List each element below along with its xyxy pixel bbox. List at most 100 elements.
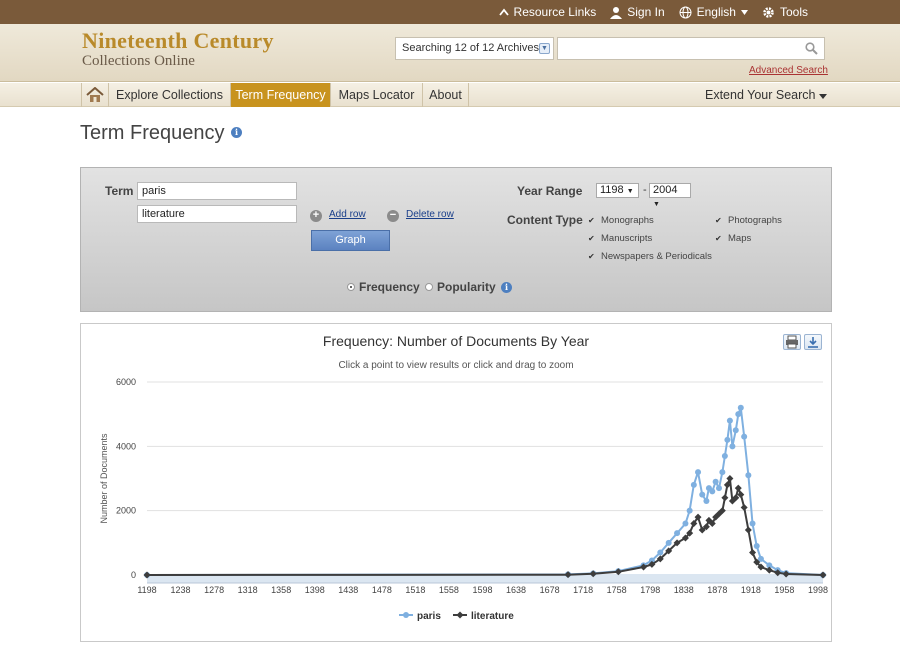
- nav-maps-locator[interactable]: Maps Locator: [331, 83, 423, 107]
- data-point-paris: [690, 481, 697, 488]
- y-tick-label: 6000: [116, 377, 136, 387]
- checkbox-maps[interactable]: ✔ Maps: [715, 233, 751, 244]
- radio-popularity[interactable]: Popularity: [425, 280, 496, 294]
- check-icon: ✔: [588, 216, 595, 225]
- nav-term-frequency[interactable]: Term Frequency: [231, 83, 331, 107]
- series-line-literature: [146, 478, 824, 576]
- tools-menu[interactable]: Tools: [762, 5, 808, 19]
- x-tick-label: 1518: [405, 585, 425, 595]
- x-tick-label: 1838: [674, 585, 694, 595]
- sign-in-link[interactable]: Sign In: [610, 5, 665, 19]
- nav-about[interactable]: About: [423, 83, 469, 107]
- archive-select[interactable]: Searching 12 of 12 Archives ▼: [395, 37, 554, 60]
- add-row-link[interactable]: Add row: [329, 209, 366, 220]
- advanced-search-link[interactable]: Advanced Search: [749, 65, 828, 76]
- series-line-paris: [146, 407, 824, 576]
- home-icon: [86, 87, 104, 102]
- info-icon[interactable]: i: [501, 282, 512, 293]
- resource-links-link[interactable]: Resource Links: [498, 5, 597, 19]
- term-label: Term: [105, 184, 134, 198]
- chart-title: Frequency: Number of Documents By Year: [323, 333, 589, 349]
- year-to-value: 2004: [653, 184, 678, 196]
- x-tick-label: 1918: [741, 585, 761, 595]
- radio-dot: [425, 283, 433, 291]
- resource-links-label: Resource Links: [513, 5, 597, 19]
- data-point-literature: [698, 526, 706, 534]
- data-point-paris: [695, 469, 702, 476]
- printer-icon: [786, 335, 798, 349]
- data-point-literature: [774, 569, 782, 577]
- x-tick-label: 1318: [238, 585, 258, 595]
- caret-down-icon: [740, 9, 748, 15]
- radio-frequency[interactable]: Frequency: [347, 280, 420, 294]
- language-menu[interactable]: English: [679, 5, 748, 19]
- data-point-literature: [648, 560, 656, 568]
- term-frequency-form: Term paris literature + Add row − Delete…: [80, 167, 832, 312]
- radio-dot: [347, 283, 355, 291]
- data-point-literature: [718, 507, 726, 515]
- data-point-paris: [709, 488, 716, 495]
- checkbox-photographs[interactable]: ✔ Photographs: [715, 215, 782, 226]
- year-range-label: Year Range: [517, 184, 583, 198]
- language-label: English: [696, 5, 736, 19]
- download-button[interactable]: [804, 334, 822, 350]
- year-from-select[interactable]: 1198 ▼: [596, 183, 639, 198]
- data-point-paris: [737, 404, 744, 411]
- year-from-value: 1198: [600, 184, 624, 196]
- checkbox-label: Newspapers & Periodicals: [601, 251, 712, 262]
- legend-marker: [456, 611, 464, 619]
- data-point-literature: [656, 555, 664, 563]
- data-point-paris: [729, 443, 736, 450]
- data-point-literature: [737, 491, 745, 499]
- data-point-paris: [741, 433, 748, 440]
- data-point-literature: [708, 520, 716, 528]
- x-tick-label: 1798: [640, 585, 660, 595]
- logo-title[interactable]: Nineteenth Century: [82, 28, 274, 53]
- data-point-paris: [665, 539, 672, 546]
- data-point-literature: [753, 558, 761, 566]
- gear-icon: [763, 6, 774, 18]
- extend-search-label: Extend Your Search: [705, 88, 816, 102]
- info-icon[interactable]: i: [231, 127, 242, 138]
- year-range-separator: -: [643, 184, 647, 196]
- checkbox-newspapers[interactable]: ✔ Newspapers & Periodicals: [588, 251, 712, 262]
- data-point-paris: [726, 417, 733, 424]
- graph-button[interactable]: Graph: [311, 230, 390, 251]
- check-icon: ✔: [715, 234, 722, 243]
- extend-search-menu[interactable]: Extend Your Search: [705, 83, 827, 107]
- nav-explore-collections[interactable]: Explore Collections: [109, 83, 231, 107]
- home-button[interactable]: [81, 83, 109, 107]
- term-input-1[interactable]: paris: [137, 182, 297, 200]
- data-point-literature: [732, 494, 740, 502]
- site-header: Nineteenth Century Collections Online Se…: [0, 24, 900, 82]
- x-tick-label: 1438: [338, 585, 358, 595]
- frequency-chart[interactable]: Frequency: Number of Documents By Year Cl…: [80, 323, 832, 642]
- page-title: Term Frequency: [80, 122, 225, 144]
- data-point-paris: [745, 472, 752, 479]
- year-to-select[interactable]: 2004 ▼: [649, 183, 691, 208]
- checkbox-monographs[interactable]: ✔ Monographs: [588, 215, 654, 226]
- logo-subtitle[interactable]: Collections Online: [82, 53, 195, 69]
- data-point-literature: [143, 571, 151, 579]
- data-point-literature: [819, 571, 827, 579]
- search-icon[interactable]: [805, 42, 818, 55]
- data-point-literature: [564, 571, 572, 579]
- data-point-paris: [657, 549, 664, 556]
- search-input[interactable]: [557, 37, 825, 60]
- data-point-literature: [744, 526, 752, 534]
- data-point-paris: [721, 452, 728, 459]
- chevron-up-icon: [498, 8, 509, 16]
- remove-icon[interactable]: −: [387, 210, 399, 222]
- print-button[interactable]: [783, 334, 801, 350]
- add-icon[interactable]: +: [310, 210, 322, 222]
- term-input-2[interactable]: literature: [137, 205, 297, 223]
- checkbox-manuscripts[interactable]: ✔ Manuscripts: [588, 233, 652, 244]
- data-point-literature: [723, 481, 731, 489]
- data-point-literature: [665, 547, 673, 555]
- legend-label-literature: literature: [471, 611, 514, 622]
- download-icon: [808, 337, 818, 348]
- chart-canvas[interactable]: Frequency: Number of Documents By Year Cl…: [81, 324, 831, 641]
- delete-row-link[interactable]: Delete row: [406, 209, 454, 220]
- x-tick-label: 1638: [506, 585, 526, 595]
- data-point-paris: [753, 543, 760, 550]
